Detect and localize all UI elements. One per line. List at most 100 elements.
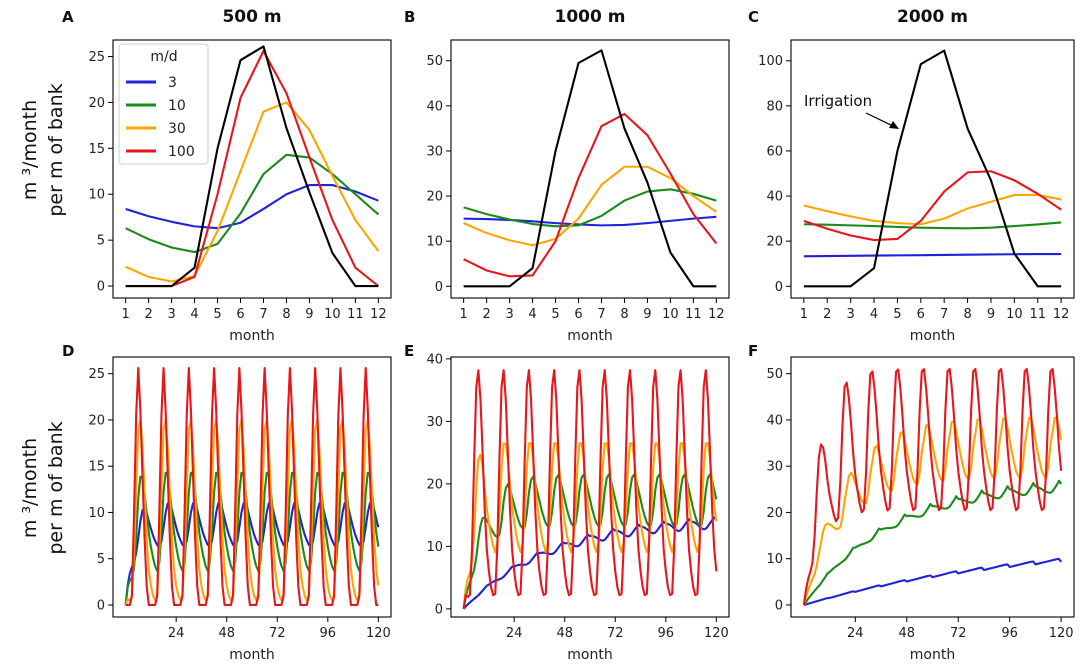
ytick-label-C: 80 [766,99,783,114]
xtick-label-C: 8 [963,307,971,322]
xtick-label-B: 2 [482,307,490,322]
xtick-label-B: 4 [528,307,536,322]
ytick-label-F: 40 [766,413,783,428]
ytick-label-E: 20 [426,477,443,492]
xtick-label-D: 120 [366,626,391,641]
ylabel-line1-top: m ³/month [19,100,41,200]
xlabel-B: month [567,328,612,344]
series-line-A-irrigation [125,45,379,288]
xtick-label-C: 11 [1029,307,1046,322]
series-line-F-30 [802,416,1063,606]
xtick-label-B: 7 [597,307,605,322]
xtick-label-A: 11 [347,307,364,322]
ytick-label-D: 0 [97,598,105,613]
panel-F: 0 10 20 30 40 50 24 48 72 96 120 month F [748,342,1075,663]
ytick-label-C: 0 [775,280,783,295]
ytick-label-C: 20 [766,235,783,250]
ytick-label-B: 40 [426,99,443,114]
series-line-B-10 [463,188,717,228]
series-line-C-10 [803,221,1062,230]
xtick-label-B: 5 [551,307,559,322]
legend: m/d 3 10 30 100 [118,43,209,165]
xtick-label-C: 5 [893,307,901,322]
xtick-label-C: 9 [987,307,995,322]
series-line-A-3 [125,184,379,230]
ylabel-bottom: m ³/month per m of bank [19,421,67,554]
xtick-label-C: 10 [1006,307,1023,322]
xtick-label-A: 8 [282,307,290,322]
xtick-label-A: 3 [167,307,175,322]
legend-box [118,43,209,165]
xtick-label-B: 10 [662,307,679,322]
xtick-label-C: 12 [1053,307,1070,322]
panel-E: 0 10 20 30 40 24 48 72 96 120 month E [404,342,730,663]
xtick-label-B: 1 [459,307,467,322]
ytick-label-A: 10 [88,188,105,203]
xtick-label-F: 120 [1049,626,1074,641]
xtick-label-C: 6 [917,307,925,322]
ytick-label-A: 15 [88,142,105,157]
series-group-B [463,49,718,288]
series-group-A [125,45,380,288]
xlabel-E: month [567,647,612,663]
xtick-label-F: 24 [847,626,864,641]
xtick-label-C: 1 [800,307,808,322]
series-line-A-10 [125,153,380,254]
series-group-F [802,367,1063,606]
series-line-A-30 [125,101,380,283]
panel-label-C: C [748,8,759,26]
ylabel-line2-bottom: per m of bank [45,421,67,554]
legend-label-3: 3 [168,75,177,91]
series-line-F-100 [802,367,1063,606]
xtick-label-E: 48 [556,626,573,641]
ylabel-line2-top: per m of bank [45,83,67,216]
xtick-label-F: 96 [1001,626,1018,641]
xtick-label-A: 12 [370,307,387,322]
xtick-label-B: 11 [685,307,702,322]
series-line-B-irrigation [463,49,717,288]
ytick-label-E: 40 [426,352,443,367]
legend-title: m/d [150,49,177,65]
irrigation-arrowhead [889,121,899,129]
axes-frame-D [112,356,392,618]
xtick-label-A: 6 [236,307,244,322]
ytick-label-B: 20 [426,190,443,205]
series-line-E-10 [462,473,718,610]
legend-label-30: 30 [168,121,186,137]
ytick-label-F: 0 [775,598,783,613]
panel-label-F: F [748,342,758,360]
xtick-label-A: 4 [190,307,198,322]
legend-label-100: 100 [168,144,195,160]
ytick-label-D: 10 [88,506,105,521]
xlabel-D: month [229,647,274,663]
series-line-E-100 [462,369,718,610]
axes-frame-E [450,356,730,618]
ylabel-top: m ³/month per m of bank [19,83,67,216]
xtick-label-B: 9 [643,307,651,322]
axes-frame-F [790,356,1075,618]
ytick-label-E: 10 [426,540,443,555]
xtick-label-E: 24 [506,626,523,641]
xtick-label-D: 96 [320,626,337,641]
series-group-D [124,367,380,607]
series-group-E [462,369,718,610]
xlabel-A: month [229,328,274,344]
panel-label-E: E [404,342,414,360]
ytick-label-F: 20 [766,506,783,521]
ytick-label-E: 0 [435,602,443,617]
xtick-label-F: 48 [898,626,915,641]
irrigation-arrow [865,112,896,128]
ytick-label-A: 25 [88,50,105,65]
xtick-label-E: 72 [607,626,624,641]
ytick-label-F: 50 [766,367,783,382]
panel-title-B: 1000 m [555,7,626,27]
ylabel-line1-bottom: m ³/month [19,438,41,538]
xtick-label-B: 12 [708,307,725,322]
xtick-label-D: 48 [218,626,235,641]
panel-label-D: D [62,342,74,360]
ytick-label-B: 10 [426,235,443,250]
xtick-label-A: 9 [305,307,313,322]
